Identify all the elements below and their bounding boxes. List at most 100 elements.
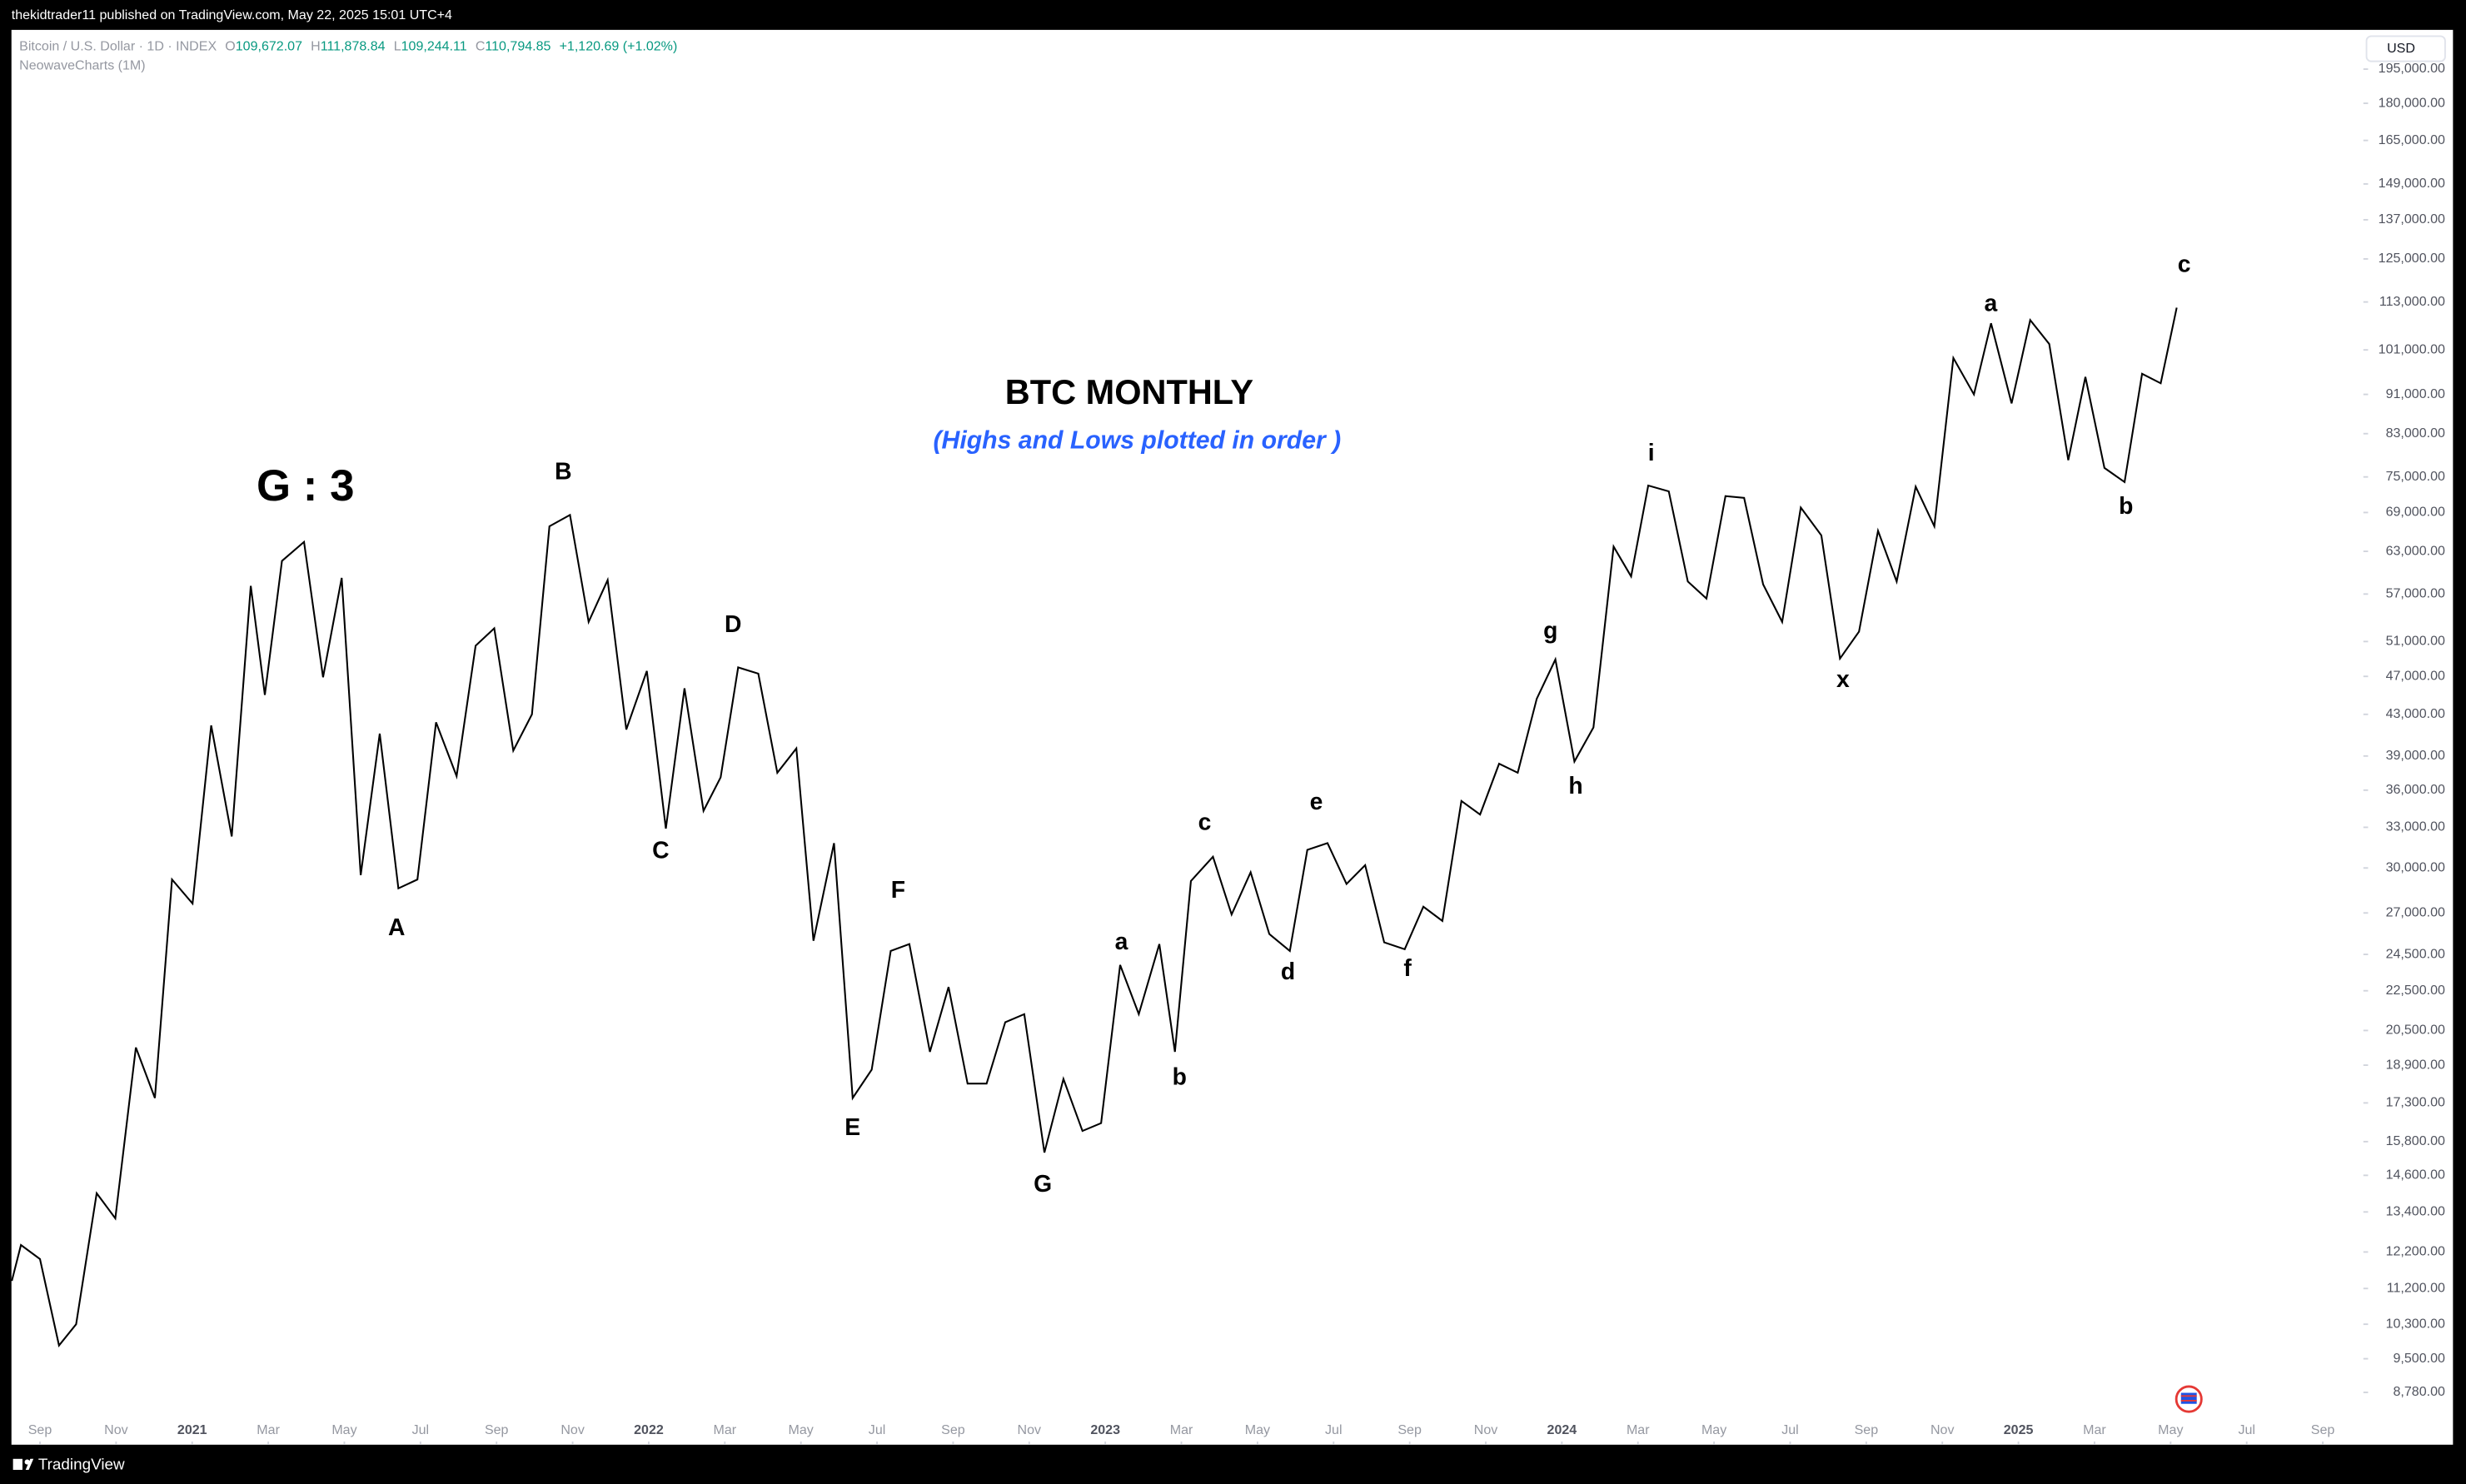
x-tick-label: Jul: [1325, 1422, 1343, 1437]
wave-label: c: [1198, 809, 1212, 835]
y-tick-label: 165,000.00: [2379, 132, 2445, 147]
y-tick-label: 83,000.00: [2386, 426, 2445, 441]
currency-box[interactable]: [2365, 35, 2446, 62]
x-tick-label: Sep: [28, 1422, 52, 1437]
y-tick-label: 22,500.00: [2386, 983, 2445, 998]
y-tick-label: 20,500.00: [2386, 1023, 2445, 1038]
x-tick-label: Jul: [1781, 1422, 1799, 1437]
y-tick-label: 125,000.00: [2379, 251, 2445, 266]
ohlc-value: 109,244.11: [401, 39, 467, 54]
ohlc-value: 111,878.84: [321, 39, 386, 54]
degree-label: G : 3: [257, 461, 354, 510]
legend-line: Bitcoin / U.S. Dollar · 1D · INDEX O109,…: [19, 39, 677, 54]
chart-subtitle: (Highs and Lows plotted in order ): [933, 426, 1341, 454]
y-tick-label: 137,000.00: [2379, 212, 2445, 227]
ohlc-label: L: [394, 39, 401, 54]
wave-label: D: [725, 610, 741, 637]
x-tick-label: Mar: [2083, 1422, 2106, 1437]
wave-label: h: [1568, 772, 1582, 799]
x-tick-label: Sep: [2311, 1422, 2335, 1437]
y-tick-label: 17,300.00: [2386, 1095, 2445, 1110]
wave-label: E: [844, 1113, 860, 1140]
wave-label: a: [1985, 290, 1998, 316]
wave-label: c: [2178, 251, 2191, 277]
wave-label: F: [891, 876, 905, 903]
y-tick-label: 69,000.00: [2386, 505, 2445, 520]
x-tick-label: 2024: [1547, 1422, 1577, 1437]
y-tick-label: 11,200.00: [2387, 1280, 2445, 1295]
y-tick-label: 39,000.00: [2386, 748, 2445, 763]
x-tick-label: May: [331, 1422, 356, 1437]
x-tick-label: 2021: [177, 1422, 207, 1437]
y-tick-label: 36,000.00: [2386, 782, 2445, 797]
x-tick-label: Nov: [1474, 1422, 1498, 1437]
price-line: [11, 307, 2178, 1347]
x-tick-label: 2023: [1090, 1422, 1120, 1437]
x-tick-label: 2022: [634, 1422, 664, 1437]
wave-label: g: [1543, 616, 1557, 643]
x-tick-label: Sep: [1397, 1422, 1422, 1437]
y-tick-label: 8,780.00: [2394, 1384, 2445, 1399]
y-tick-label: 195,000.00: [2379, 61, 2445, 76]
symbol: Bitcoin / U.S. Dollar · 1D · INDEX: [19, 39, 217, 54]
x-tick-label: Nov: [560, 1422, 585, 1437]
footer-brand[interactable]: TradingView: [38, 1455, 125, 1472]
y-tick-label: 91,000.00: [2386, 386, 2445, 401]
x-tick-label: Nov: [1930, 1422, 1955, 1437]
x-tick-label: May: [2158, 1422, 2183, 1437]
published-note: thekidtrader11 published on TradingView.…: [12, 7, 452, 22]
y-tick-label: 33,000.00: [2386, 819, 2445, 834]
change: +1,120.69 (+1.02%): [560, 39, 678, 54]
chart-title: BTC MONTHLY: [1005, 372, 1254, 411]
y-tick-label: 149,000.00: [2379, 176, 2445, 191]
y-tick-label: 51,000.00: [2386, 634, 2445, 649]
x-tick-label: May: [1245, 1422, 1270, 1437]
y-tick-label: 101,000.00: [2379, 341, 2445, 356]
y-tick-label: 180,000.00: [2379, 95, 2445, 110]
y-tick-label: 30,000.00: [2386, 860, 2445, 875]
y-tick-label: 12,200.00: [2386, 1244, 2445, 1259]
y-tick-label: 113,000.00: [2379, 294, 2445, 309]
x-tick-label: Nov: [1018, 1422, 1042, 1437]
x-tick-label: Mar: [257, 1422, 280, 1437]
ohlc-label: C: [476, 39, 486, 54]
x-tick-label: May: [1701, 1422, 1726, 1437]
currency[interactable]: USD: [2387, 41, 2415, 56]
y-tick-label: 27,000.00: [2386, 905, 2445, 920]
wave-label: G: [1034, 1170, 1052, 1197]
y-tick-label: 57,000.00: [2386, 586, 2445, 601]
x-tick-label: Sep: [485, 1422, 509, 1437]
y-tick-label: 47,000.00: [2386, 668, 2445, 683]
y-tick-label: 24,500.00: [2386, 946, 2445, 961]
wave-label: B: [555, 458, 571, 485]
wave-label: e: [1310, 788, 1323, 814]
x-tick-label: Sep: [941, 1422, 965, 1437]
y-tick-label: 10,300.00: [2386, 1316, 2445, 1331]
wave-label: f: [1403, 954, 1412, 981]
x-tick-label: Mar: [714, 1422, 737, 1437]
x-tick-label: Mar: [1170, 1422, 1193, 1437]
x-tick-label: May: [789, 1422, 814, 1437]
footer-logo[interactable]: [12, 1458, 34, 1471]
indicator: NeowaveCharts (1M): [19, 58, 145, 73]
x-tick-label: 2025: [2004, 1422, 2034, 1437]
flag-icon[interactable]: [2175, 1385, 2203, 1413]
y-tick-label: 75,000.00: [2386, 469, 2445, 484]
wave-label: b: [1173, 1063, 1187, 1089]
x-tick-label: Sep: [1855, 1422, 1879, 1437]
x-tick-label: Jul: [869, 1422, 886, 1437]
y-tick-label: 15,800.00: [2386, 1133, 2445, 1148]
y-tick-label: 14,600.00: [2386, 1168, 2445, 1183]
x-tick-label: Nov: [104, 1422, 128, 1437]
wave-label: C: [652, 837, 669, 864]
x-tick-label: Jul: [2238, 1422, 2255, 1437]
ohlc-label: H: [311, 39, 321, 54]
ohlc-value: 109,672.07: [236, 39, 302, 54]
ohlc-label: O: [225, 39, 235, 54]
ohlc-value: 110,794.85: [485, 39, 550, 54]
y-tick-label: 63,000.00: [2386, 543, 2445, 558]
wave-label: a: [1115, 928, 1128, 954]
wave-label: d: [1281, 958, 1295, 984]
x-tick-label: Mar: [1627, 1422, 1650, 1437]
